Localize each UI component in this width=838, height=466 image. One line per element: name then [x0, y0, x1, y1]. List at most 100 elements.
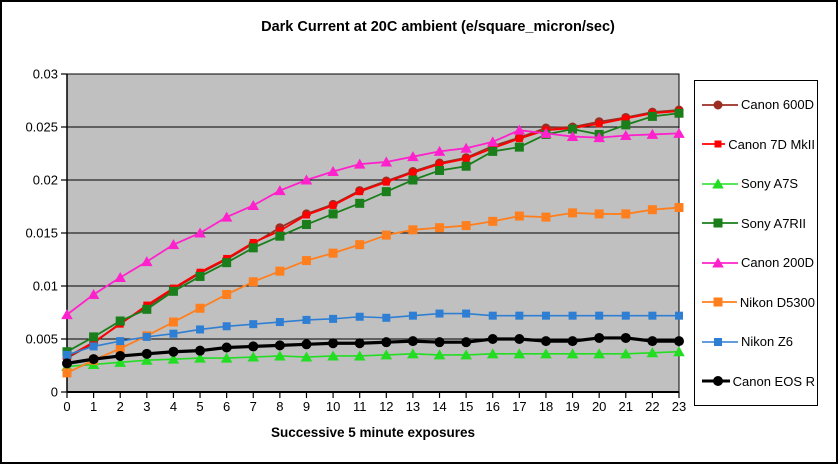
chart-title: Dark Current at 20C ambient (e/square_mi… [261, 19, 615, 35]
legend-marker [713, 376, 723, 387]
data-point-sony-a7s [300, 351, 313, 362]
data-point-sony-a7rii [89, 332, 99, 342]
x-tick-label: 2 [117, 399, 124, 414]
data-point-sony-a7rii [408, 175, 418, 185]
data-point-sony-a7rii [222, 258, 232, 268]
x-tick-label: 4 [170, 399, 177, 414]
data-point-canon-7d-mkii [382, 178, 390, 186]
data-point-canon-eos-r [141, 348, 152, 359]
data-point-canon-eos-r [354, 338, 365, 349]
y-tick-label: 0.005 [25, 332, 58, 347]
legend-label: Nikon Z6 [741, 334, 794, 350]
sony-a7s-marker-icon [702, 178, 738, 189]
data-point-nikon-d5300 [62, 368, 72, 378]
data-point-canon-200d [247, 199, 260, 210]
data-point-nikon-z6 [249, 320, 258, 329]
data-point-nikon-z6 [222, 322, 231, 331]
data-point-canon-200d [433, 145, 446, 156]
data-point-nikon-z6 [595, 311, 604, 320]
legend-item-canon-eos-r: Canon EOS R [702, 374, 815, 389]
data-point-sony-a7s [619, 348, 632, 359]
x-tick-label: 0 [63, 399, 70, 414]
data-point-nikon-z6 [169, 329, 178, 338]
data-point-canon-eos-r [88, 354, 99, 365]
data-point-canon-eos-r [301, 339, 312, 350]
x-tick-label: 20 [592, 399, 606, 414]
data-point-sony-a7s [673, 346, 685, 357]
data-point-canon-200d [220, 211, 233, 222]
data-point-sony-a7rii [301, 220, 311, 230]
data-point-canon-7d-mkii [249, 239, 257, 247]
data-point-sony-a7s [433, 349, 446, 360]
data-point-nikon-d5300 [461, 221, 471, 231]
data-point-sony-a7s [274, 350, 286, 361]
legend-marker [713, 218, 723, 228]
legend-marker [713, 297, 723, 307]
data-point-sony-a7rii [275, 231, 285, 241]
x-tick-label: 9 [303, 399, 310, 414]
data-point-nikon-d5300 [435, 223, 445, 233]
legend: Canon 600D Canon 7D MkII Sony A7S Sony A7RI… [694, 80, 818, 406]
data-point-canon-eos-r [674, 336, 684, 347]
data-point-nikon-z6 [196, 325, 205, 334]
legend-label: Sony A7RII [741, 215, 807, 231]
data-point-sony-a7s [380, 349, 393, 360]
x-tick-label: 8 [276, 399, 283, 414]
x-axis-title: Successive 5 minute exposures [271, 425, 475, 440]
data-point-canon-eos-r [407, 336, 418, 347]
data-point-canon-200d [300, 174, 313, 185]
data-point-canon-200d [327, 166, 339, 177]
legend-marker [712, 257, 724, 268]
legend-marker [712, 178, 724, 189]
data-point-sony-a7s [353, 350, 366, 361]
data-point-nikon-d5300 [168, 317, 178, 327]
data-point-canon-eos-r [594, 332, 605, 343]
data-point-sony-a7s [486, 348, 499, 359]
data-point-sony-a7rii [381, 187, 391, 197]
legend-item-canon-600d: Canon 600D [702, 97, 815, 112]
data-point-sony-a7rii [488, 146, 498, 156]
data-point-canon-7d-mkii [90, 338, 98, 346]
data-point-canon-200d [619, 129, 632, 140]
legend-label: Canon EOS R [732, 373, 815, 389]
data-point-sony-a7s [194, 352, 206, 363]
data-point-canon-7d-mkii [409, 169, 417, 177]
data-point-nikon-z6 [462, 309, 471, 318]
canon-7d-mkii-marker-icon [702, 140, 726, 148]
x-tick-label: 17 [512, 399, 526, 414]
data-point-canon-7d-mkii [356, 188, 364, 196]
data-point-sony-a7rii [248, 243, 258, 253]
x-tick-label: 18 [539, 399, 553, 414]
y-tick-label: 0.01 [33, 279, 58, 294]
data-point-nikon-d5300 [248, 277, 258, 287]
data-point-nikon-z6 [648, 311, 657, 320]
x-tick-label: 11 [353, 399, 367, 414]
data-point-nikon-z6 [541, 311, 550, 320]
data-point-sony-a7rii [195, 271, 205, 281]
x-tick-label: 3 [143, 399, 150, 414]
legend-item-nikon-z6: Nikon Z6 [702, 334, 815, 349]
y-tick-label: 0.02 [33, 173, 58, 188]
data-point-nikon-z6 [435, 309, 444, 318]
data-point-nikon-z6 [515, 311, 524, 320]
data-point-canon-200d [566, 131, 579, 142]
data-point-canon-7d-mkii [515, 135, 523, 143]
data-point-sony-a7rii [674, 108, 684, 118]
data-point-canon-200d [274, 185, 286, 196]
x-tick-label: 22 [645, 399, 659, 414]
data-point-nikon-d5300 [514, 211, 524, 221]
data-point-canon-200d [353, 158, 366, 169]
y-tick-label: 0.015 [25, 226, 58, 241]
data-point-canon-eos-r [461, 337, 472, 348]
data-point-sony-a7s [646, 347, 659, 358]
data-point-nikon-z6 [329, 314, 338, 323]
data-point-sony-a7s [593, 348, 605, 359]
legend-marker [714, 140, 722, 148]
x-tick-label: 19 [565, 399, 579, 414]
x-tick-label: 7 [250, 399, 257, 414]
data-point-canon-eos-r [620, 332, 631, 343]
x-tick-label: 12 [379, 399, 393, 414]
data-point-nikon-z6 [408, 311, 417, 320]
data-point-canon-200d [540, 127, 552, 138]
legend-item-sony-a7rii: Sony A7RII [702, 216, 815, 231]
